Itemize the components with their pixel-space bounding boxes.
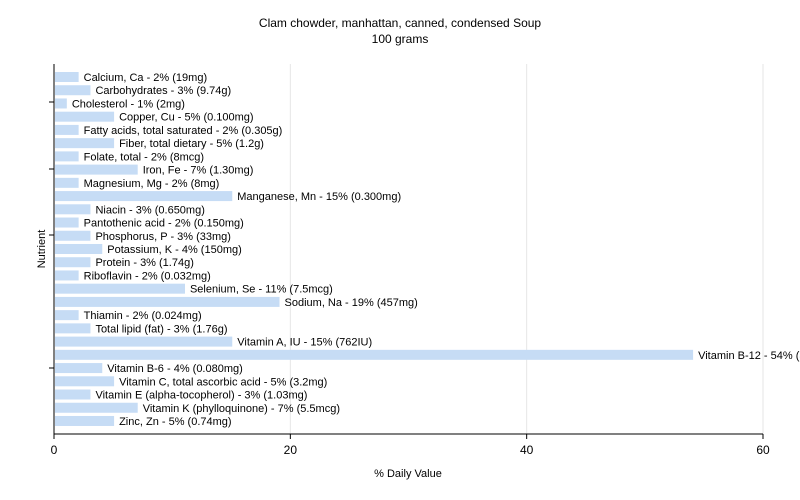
bar-label: Vitamin C, total ascorbic acid - 5% (3.2… — [119, 376, 327, 388]
bar-label: Fiber, total dietary - 5% (1.2g) — [119, 138, 264, 150]
bar — [55, 111, 115, 122]
bar-label: Protein - 3% (1.74g) — [95, 257, 193, 269]
bar — [55, 191, 233, 202]
x-tick-label: 40 — [520, 443, 534, 457]
bars-group: Calcium, Ca - 2% (19mg)Carbohydrates - 3… — [55, 72, 800, 428]
bar — [55, 310, 79, 321]
bar-label: Calcium, Ca - 2% (19mg) — [84, 72, 207, 84]
bar — [55, 402, 138, 413]
chart-subtitle: 100 grams — [371, 32, 429, 46]
bar-label: Copper, Cu - 5% (0.100mg) — [119, 112, 254, 124]
chart-title-block: Clam chowder, manhattan, canned, condens… — [0, 15, 800, 47]
bar-label: Cholesterol - 1% (2mg) — [72, 98, 185, 110]
bar — [55, 177, 79, 188]
x-tick-label: 20 — [284, 443, 298, 457]
bar — [55, 138, 115, 149]
bar — [55, 124, 79, 135]
bar — [55, 336, 233, 347]
bar-label: Phosphorus, P - 3% (33mg) — [95, 231, 231, 243]
bar — [55, 85, 91, 96]
bar-label: Magnesium, Mg - 2% (8mg) — [84, 178, 220, 190]
bar-label: Sodium, Na - 19% (457mg) — [285, 297, 418, 309]
y-axis-label: Nutrient — [36, 230, 48, 269]
bar-label: Manganese, Mn - 15% (0.300mg) — [237, 191, 401, 203]
bar-label: Folate, total - 2% (8mcg) — [84, 151, 204, 163]
bar — [55, 243, 103, 254]
bar — [55, 283, 185, 294]
bar-label: Vitamin B-12 - 54% (3.23mcg) — [698, 350, 800, 362]
x-axis-label: % Daily Value — [374, 468, 442, 480]
bar-label: Riboflavin - 2% (0.032mg) — [84, 270, 211, 282]
bar-label: Niacin - 3% (0.650mg) — [95, 204, 204, 216]
grid-lines — [289, 64, 764, 434]
bar — [55, 230, 91, 241]
bar-label: Total lipid (fat) - 3% (1.76g) — [95, 323, 227, 335]
axes-group: 0 20 40 60 — [49, 64, 770, 457]
bar-label: Vitamin K (phylloquinone) - 7% (5.5mcg) — [143, 403, 340, 415]
bar — [55, 323, 91, 334]
bar — [55, 98, 67, 109]
bar-label: Vitamin A, IU - 15% (762IU) — [237, 337, 372, 349]
plot-area — [54, 64, 763, 434]
bar-label: Selenium, Se - 11% (7.5mcg) — [190, 284, 333, 296]
bar — [55, 296, 280, 307]
bar-label: Fatty acids, total saturated - 2% (0.305… — [84, 125, 283, 137]
bar — [55, 363, 103, 374]
bar — [55, 415, 115, 426]
bar-label: Thiamin - 2% (0.024mg) — [84, 310, 202, 322]
x-tick-label: 0 — [51, 443, 58, 457]
bar — [55, 164, 138, 175]
bar-label: Zinc, Zn - 5% (0.74mg) — [119, 416, 231, 428]
bar — [55, 72, 79, 82]
bar-label: Potassium, K - 4% (150mg) — [107, 244, 242, 256]
bar-label: Iron, Fe - 7% (1.30mg) — [143, 165, 254, 177]
bar — [55, 257, 91, 268]
bar — [55, 389, 91, 400]
x-tick-label: 60 — [756, 443, 770, 457]
bar — [55, 376, 115, 387]
bar — [55, 217, 79, 228]
bar — [55, 204, 91, 215]
bar-label: Carbohydrates - 3% (9.74g) — [95, 85, 231, 97]
bar — [55, 151, 79, 162]
bar-label: Pantothenic acid - 2% (0.150mg) — [84, 218, 244, 230]
bar-label: Vitamin B-6 - 4% (0.080mg) — [107, 363, 243, 375]
bar-label: Vitamin E (alpha-tocopherol) - 3% (1.03m… — [95, 390, 307, 402]
chart-title: Clam chowder, manhattan, canned, condens… — [258, 16, 542, 30]
bar — [55, 349, 694, 360]
bar — [55, 270, 79, 281]
